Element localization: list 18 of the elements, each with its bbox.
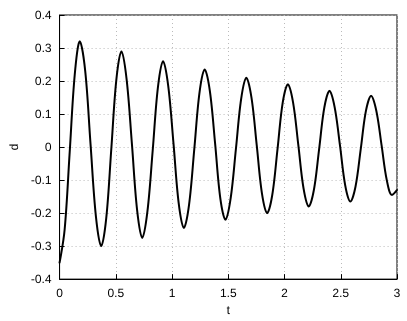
y-tick-label: 0.3 bbox=[34, 41, 52, 56]
x-tick-label: 2 bbox=[281, 286, 288, 300]
y-tick-label: -0.4 bbox=[30, 272, 52, 286]
y-tick-label: -0.2 bbox=[30, 206, 52, 220]
x-axis-title: t bbox=[226, 303, 231, 317]
y-tick-label: 0.1 bbox=[34, 107, 52, 122]
x-tick-label: 1 bbox=[168, 286, 176, 300]
y-axis-title: d bbox=[7, 144, 21, 150]
x-tick-label: 0.5 bbox=[107, 286, 124, 300]
y-tick-label: -0.1 bbox=[30, 173, 52, 188]
x-tick-label: 3 bbox=[394, 286, 401, 300]
x-tick-label: 0 bbox=[56, 286, 64, 300]
y-tick-label: -0.3 bbox=[30, 239, 52, 254]
y-tick-label: 0.2 bbox=[34, 74, 52, 88]
x-tick-label: 1.5 bbox=[220, 286, 237, 300]
y-tick-label: 0.4 bbox=[34, 8, 52, 22]
x-tick-label: 2.5 bbox=[332, 286, 350, 300]
y-tick-label: 0 bbox=[44, 140, 52, 154]
